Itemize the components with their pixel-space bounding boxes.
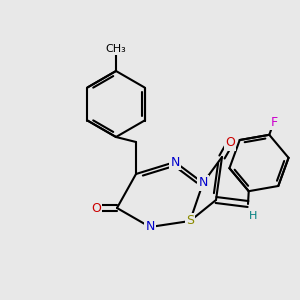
Text: H: H: [249, 211, 257, 221]
Text: O: O: [225, 136, 235, 149]
Text: CH₃: CH₃: [106, 44, 126, 54]
Text: O: O: [91, 202, 101, 214]
Text: N: N: [170, 155, 180, 169]
Text: F: F: [270, 116, 278, 129]
Text: N: N: [145, 220, 155, 233]
Text: S: S: [186, 214, 194, 227]
Text: N: N: [198, 176, 208, 190]
